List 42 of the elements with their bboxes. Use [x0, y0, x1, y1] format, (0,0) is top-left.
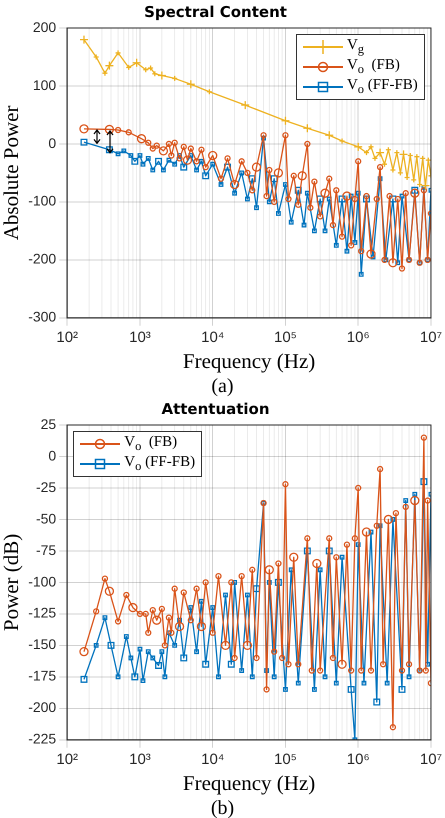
y-tick-label: 25 — [40, 416, 56, 432]
y-axis-title: Absolute Power — [0, 106, 24, 240]
y-tick-label: 100 — [32, 76, 56, 93]
x-tick-label: 10⁵ — [274, 750, 297, 768]
x-tick-label: 10³ — [129, 750, 151, 768]
y-tick-label: -200 — [28, 699, 56, 716]
y-tick-label: -200 — [28, 250, 56, 267]
x-tick-label: 10³ — [129, 328, 151, 346]
legend-label: V$_{o}$ (FB) — [346, 57, 400, 77]
y-tick-label: -150 — [28, 636, 56, 652]
x-tick-label: 10⁶ — [346, 328, 370, 346]
y-tick-label: 200 — [32, 18, 56, 35]
y-tick-label: -125 — [28, 604, 56, 621]
x-tick-label: 10⁷ — [420, 750, 442, 768]
x-tick-label: 10² — [56, 328, 78, 346]
legend-label: V$_{g}$ — [346, 37, 364, 57]
text: (a) — [210, 375, 235, 397]
y-tick-label: -175 — [28, 668, 56, 684]
x-tick-label: 10⁴ — [201, 328, 224, 346]
text: (b) — [210, 797, 236, 818]
chart-title: Spectral Content — [144, 2, 287, 21]
y-axis-title: Power (dB) — [0, 534, 24, 632]
y-tick-label: -225 — [28, 730, 56, 747]
legend-label: V$_{o}$ (FB) — [124, 434, 178, 454]
y-tick-label: -100 — [28, 573, 56, 590]
x-axis-title: Frequency (Hz) — [182, 348, 316, 373]
x-tick-label: 10⁵ — [274, 328, 297, 346]
legend-label: V$_{o}$ (FF-FB) — [346, 77, 418, 97]
x-tick-label: 10⁴ — [201, 750, 224, 768]
y-tick-label: -50 — [36, 510, 56, 526]
chart-title: Attentuation — [161, 400, 270, 418]
y-tick-label: 0 — [48, 134, 56, 151]
x-tick-label: 10² — [56, 750, 78, 768]
y-tick-label: -25 — [36, 478, 56, 495]
x-tick-label: 10⁶ — [346, 750, 370, 768]
legend-label: V$_{o}$ (FF-FB) — [124, 454, 196, 474]
y-tick-label: -100 — [28, 192, 56, 209]
y-tick-label: -300 — [28, 308, 56, 325]
x-axis-title: Frequency (Hz) — [182, 770, 316, 795]
y-tick-label: 0 — [48, 447, 56, 464]
y-tick-label: -75 — [36, 542, 56, 558]
x-tick-label: 10⁷ — [420, 328, 442, 346]
